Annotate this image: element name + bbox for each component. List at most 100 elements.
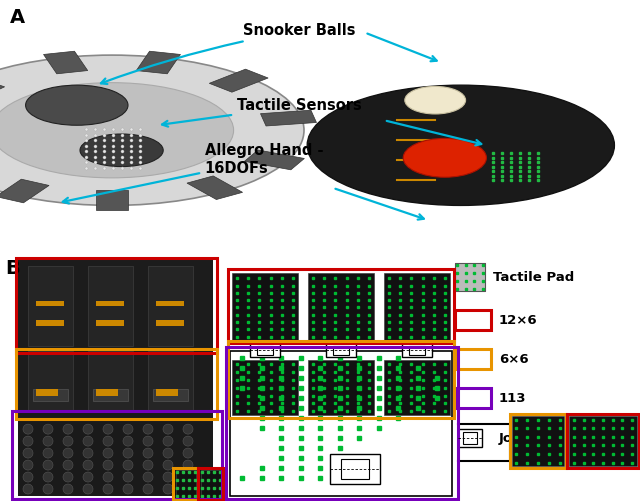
Circle shape <box>43 484 53 494</box>
Bar <box>18 411 213 496</box>
Circle shape <box>143 472 153 482</box>
Circle shape <box>103 460 113 470</box>
Bar <box>330 454 380 484</box>
Bar <box>512 416 564 466</box>
Bar <box>198 468 223 500</box>
Bar <box>16 349 217 419</box>
Bar <box>28 351 73 411</box>
Circle shape <box>183 424 193 434</box>
Circle shape <box>43 460 53 470</box>
Circle shape <box>123 460 133 470</box>
Circle shape <box>123 424 133 434</box>
Bar <box>36 320 64 326</box>
Bar <box>88 267 133 346</box>
Circle shape <box>123 472 133 482</box>
Bar <box>0 179 49 203</box>
Circle shape <box>83 484 93 494</box>
Bar <box>232 274 298 341</box>
Ellipse shape <box>405 87 466 114</box>
Bar <box>228 270 454 343</box>
Circle shape <box>83 460 93 470</box>
Circle shape <box>23 448 33 458</box>
Circle shape <box>63 472 73 482</box>
Bar <box>455 388 491 408</box>
Circle shape <box>0 83 234 178</box>
Circle shape <box>103 436 113 446</box>
Circle shape <box>83 424 93 434</box>
Bar <box>463 432 477 444</box>
Text: Tactile Pad: Tactile Pad <box>493 271 574 284</box>
Circle shape <box>163 436 173 446</box>
Bar <box>455 311 491 330</box>
Circle shape <box>183 436 193 446</box>
Bar <box>187 176 243 199</box>
Circle shape <box>163 460 173 470</box>
Bar <box>228 341 454 418</box>
Circle shape <box>183 448 193 458</box>
Bar <box>16 259 217 353</box>
Bar <box>260 110 316 126</box>
Bar <box>201 470 221 498</box>
Bar <box>326 343 356 357</box>
Circle shape <box>80 134 163 166</box>
Bar <box>409 346 425 355</box>
Circle shape <box>23 460 33 470</box>
Bar <box>384 360 450 415</box>
Bar <box>569 416 637 466</box>
Circle shape <box>43 424 53 434</box>
Bar <box>226 347 458 499</box>
Circle shape <box>143 424 153 434</box>
Circle shape <box>43 436 53 446</box>
Circle shape <box>43 448 53 458</box>
Circle shape <box>163 472 173 482</box>
Bar <box>96 389 118 396</box>
Bar <box>455 264 485 292</box>
Bar <box>244 150 305 170</box>
Text: Allegro Hand -
16DOFs: Allegro Hand - 16DOFs <box>63 143 323 203</box>
Circle shape <box>63 424 73 434</box>
Circle shape <box>183 484 193 494</box>
Bar <box>384 274 450 341</box>
Bar <box>156 302 184 307</box>
Circle shape <box>307 85 614 205</box>
Bar <box>458 429 482 447</box>
Circle shape <box>183 472 193 482</box>
Circle shape <box>163 448 173 458</box>
Circle shape <box>63 460 73 470</box>
Circle shape <box>23 424 33 434</box>
Circle shape <box>143 436 153 446</box>
Text: 12×6: 12×6 <box>499 314 538 327</box>
Circle shape <box>83 448 93 458</box>
Circle shape <box>83 472 93 482</box>
Bar <box>148 267 193 346</box>
Bar <box>33 389 68 401</box>
Bar <box>88 351 133 411</box>
Text: 6×6: 6×6 <box>499 353 529 366</box>
Bar <box>510 414 566 468</box>
Bar <box>156 389 178 396</box>
Bar <box>402 343 432 357</box>
Circle shape <box>0 55 304 205</box>
Circle shape <box>103 472 113 482</box>
Bar <box>96 190 128 210</box>
Bar <box>28 267 73 346</box>
Bar <box>308 360 374 415</box>
Text: A: A <box>10 8 25 27</box>
Circle shape <box>83 436 93 446</box>
Circle shape <box>63 436 73 446</box>
Circle shape <box>103 448 113 458</box>
Circle shape <box>123 448 133 458</box>
Bar <box>148 351 193 411</box>
Bar <box>36 302 64 307</box>
Circle shape <box>103 484 113 494</box>
Circle shape <box>63 484 73 494</box>
Text: Joint: Joint <box>499 432 533 444</box>
Circle shape <box>23 436 33 446</box>
Bar <box>36 389 58 396</box>
Text: B: B <box>5 260 20 279</box>
Bar <box>176 470 196 498</box>
Bar <box>0 74 4 96</box>
Circle shape <box>163 424 173 434</box>
Bar <box>96 320 124 326</box>
Bar <box>209 69 268 92</box>
